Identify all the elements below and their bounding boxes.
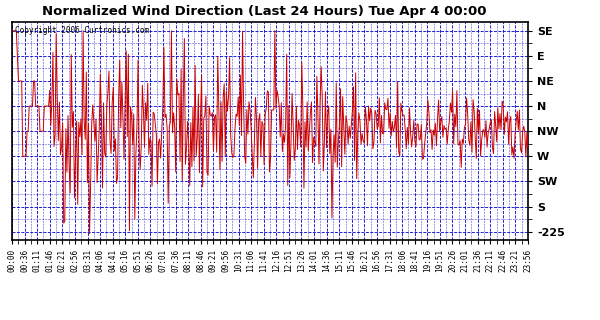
Text: Copyright 2006 Curtronics.com: Copyright 2006 Curtronics.com bbox=[14, 26, 149, 35]
Text: Normalized Wind Direction (Last 24 Hours) Tue Apr 4 00:00: Normalized Wind Direction (Last 24 Hours… bbox=[42, 5, 486, 18]
